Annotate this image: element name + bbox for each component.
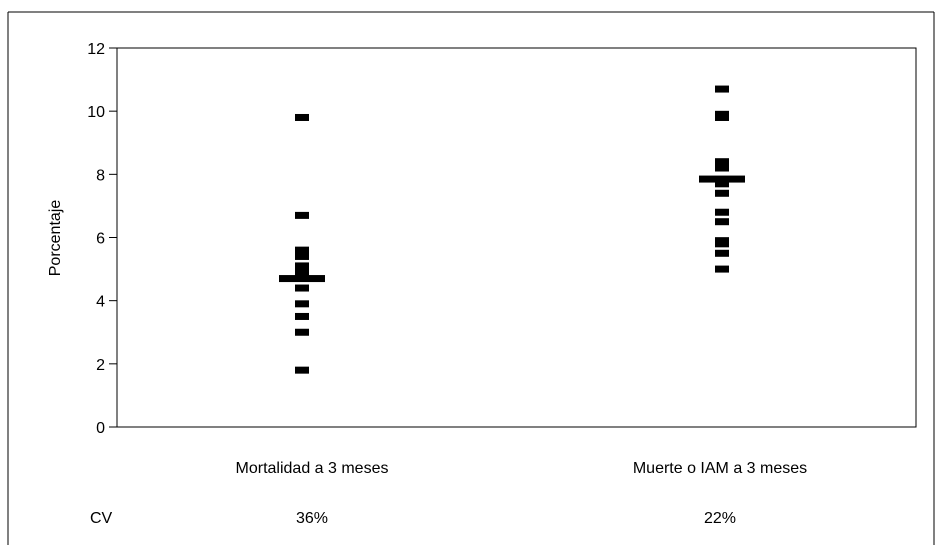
- data-point: [715, 237, 729, 245]
- y-tick-label: 10: [87, 104, 105, 121]
- plot-area: [116, 47, 917, 428]
- category-label-mortalidad: Mortalidad a 3 meses: [236, 460, 389, 477]
- data-point: [715, 265, 729, 273]
- cv-value-muerte-iam: 22%: [704, 510, 736, 527]
- y-tick-label: 0: [96, 420, 105, 437]
- data-point: [295, 312, 309, 320]
- median-marker: [699, 175, 745, 183]
- data-point: [715, 218, 729, 226]
- data-point: [715, 110, 729, 118]
- data-point: [295, 284, 309, 292]
- data-point: [715, 249, 729, 257]
- y-axis-label: Porcentaje: [47, 200, 64, 277]
- category-label-muerte-iam: Muerte o IAM a 3 meses: [633, 460, 807, 477]
- y-tick-label: 6: [96, 231, 105, 248]
- data-point: [295, 252, 309, 260]
- data-point: [295, 113, 309, 121]
- cv-value-mortalidad: 36%: [296, 510, 328, 527]
- y-tick-label: 2: [96, 357, 105, 374]
- data-point: [715, 208, 729, 216]
- y-axis-ticks: 0 2 4 6 8 10 12: [87, 41, 117, 437]
- cv-label: CV: [90, 510, 113, 527]
- data-point: [295, 262, 309, 270]
- data-point: [715, 85, 729, 93]
- data-point: [295, 328, 309, 336]
- data-point: [715, 180, 729, 188]
- data-point: [715, 158, 729, 166]
- median-marker: [279, 275, 325, 283]
- data-point: [295, 211, 309, 219]
- data-point: [715, 164, 729, 172]
- y-tick-label: 4: [96, 294, 105, 311]
- data-point: [295, 246, 309, 254]
- data-point: [295, 268, 309, 276]
- data-point: [295, 366, 309, 374]
- data-markers: [279, 85, 745, 374]
- y-tick-label: 12: [87, 41, 105, 58]
- data-point: [295, 300, 309, 308]
- data-point: [715, 189, 729, 197]
- y-tick-label: 8: [96, 167, 105, 184]
